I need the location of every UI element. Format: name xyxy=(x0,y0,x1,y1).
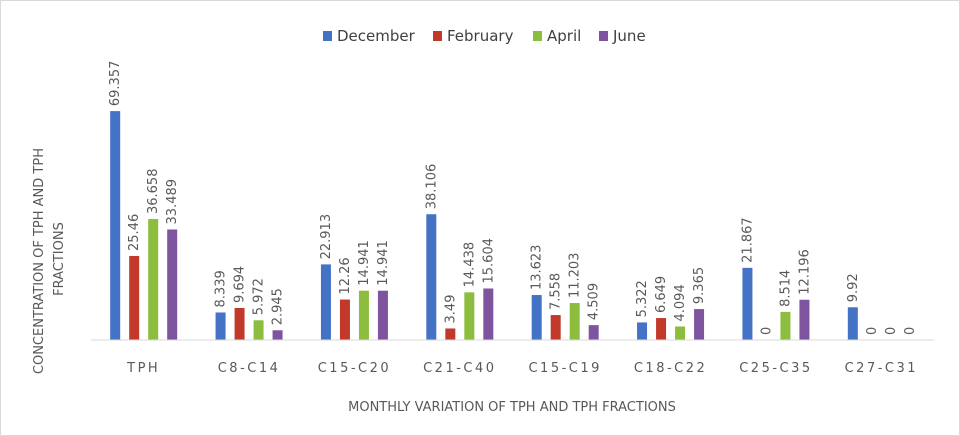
bar-c15-c19-june xyxy=(588,325,599,340)
data-label-c15-c19-april: 11.203 xyxy=(568,253,583,299)
y-axis-title-line-1: CONCENTRATION OF TPH AND TPH xyxy=(32,148,47,374)
data-label-c21-c40-june: 15.604 xyxy=(481,238,496,284)
data-label-c15-c20-february: 12.26 xyxy=(338,257,353,294)
bars xyxy=(110,111,858,340)
bar-c15-c19-december xyxy=(531,295,542,340)
bar-c8-c14-february xyxy=(234,308,245,340)
data-labels: 69.357 25.46 36.658 33.489 8.339 9.694 5.972 2.… xyxy=(108,61,918,335)
bar-c27-c31-december xyxy=(847,307,858,340)
legend-label-june: June xyxy=(612,27,646,45)
bar-c15-c19-april xyxy=(569,303,580,340)
x-tick-tph: TPH xyxy=(126,361,160,376)
data-label-c18-c22-june: 9.365 xyxy=(692,267,707,304)
data-label-c15-c19-february: 7.558 xyxy=(549,273,564,310)
bar-c15-c20-february xyxy=(339,299,350,340)
data-label-c18-c22-december: 5.322 xyxy=(635,280,650,317)
x-tick-c8-c14: C8-C14 xyxy=(218,361,281,376)
bar-c15-c20-april xyxy=(358,290,369,340)
data-label-tph-february: 25.46 xyxy=(127,214,142,251)
data-label-c15-c19-december: 13.623 xyxy=(530,245,545,291)
bar-c21-c40-june xyxy=(483,288,494,340)
bar-c8-c14-june xyxy=(272,330,283,340)
legend-item-april: April xyxy=(533,27,581,45)
data-label-c15-c20-december: 22.913 xyxy=(319,214,334,260)
data-label-c27-c31-june: 0 xyxy=(903,327,918,335)
bar-c8-c14-april xyxy=(253,320,264,340)
data-label-tph-june: 33.489 xyxy=(165,179,180,225)
x-tick-c21-c40: C21-C40 xyxy=(423,361,496,376)
data-label-c27-c31-april: 0 xyxy=(884,327,899,335)
x-tick-labels: TPH C8-C14 C15-C20 C21-C40 C15-C19 C18-C22 C25… xyxy=(126,361,918,376)
bar-tph-february xyxy=(129,255,140,340)
x-tick-c27-c31: C27-C31 xyxy=(845,361,918,376)
data-label-c25-c35-june: 12.196 xyxy=(797,249,812,295)
bar-c15-c20-june xyxy=(377,290,388,340)
data-label-c15-c19-june: 4.509 xyxy=(587,283,602,320)
bar-c25-c35-december xyxy=(742,267,753,340)
bar-c18-c22-february xyxy=(656,318,667,340)
data-label-tph-april: 36.658 xyxy=(146,169,161,215)
bar-c25-c35-june xyxy=(799,299,810,340)
bar-c21-c40-april xyxy=(464,292,475,340)
bar-tph-december xyxy=(110,111,121,340)
bar-c18-c22-june xyxy=(694,309,705,340)
bar-c8-c14-december xyxy=(215,312,226,340)
data-label-tph-december: 69.357 xyxy=(108,61,123,107)
legend-swatch-april xyxy=(533,31,542,41)
data-label-c8-c14-december: 8.339 xyxy=(214,270,229,307)
bar-c15-c20-december xyxy=(320,264,331,340)
legend-item-february: February xyxy=(433,27,514,45)
bar-c15-c19-february xyxy=(550,315,561,340)
data-label-c8-c14-february: 9.694 xyxy=(233,266,248,303)
data-label-c8-c14-june: 2.945 xyxy=(271,288,286,325)
data-label-c25-c35-december: 21.867 xyxy=(740,217,755,263)
bar-tph-june xyxy=(167,229,178,340)
bar-c21-c40-december xyxy=(426,214,437,340)
legend-swatch-december xyxy=(323,31,332,41)
data-label-c27-c31-december: 9.92 xyxy=(846,273,861,302)
x-tick-c18-c22: C18-C22 xyxy=(634,361,707,376)
legend: December February April June xyxy=(323,27,646,45)
x-tick-c15-c20: C15-C20 xyxy=(318,361,391,376)
legend-swatch-february xyxy=(433,31,442,41)
data-label-c21-c40-december: 38.106 xyxy=(424,164,439,210)
x-tick-c25-c35: C25-C35 xyxy=(739,361,812,376)
data-label-c8-c14-april: 5.972 xyxy=(252,278,267,315)
bar-c18-c22-april xyxy=(675,326,686,340)
legend-swatch-june xyxy=(599,31,608,41)
y-axis-title-line-2: FRACTIONS xyxy=(52,222,67,296)
data-label-c25-c35-february: 0 xyxy=(759,327,774,335)
legend-label-april: April xyxy=(547,27,581,45)
y-axis-title: CONCENTRATION OF TPH AND TPH FRACTIONS xyxy=(32,144,67,374)
x-axis-title: MONTHLY VARIATION OF TPH AND TPH FRACTIO… xyxy=(348,400,676,415)
x-tick-c15-c19: C15-C19 xyxy=(528,361,601,376)
bar-c21-c40-february xyxy=(445,328,456,340)
data-label-c27-c31-february: 0 xyxy=(865,327,880,335)
bar-c25-c35-april xyxy=(780,311,791,340)
data-label-c21-c40-april: 14.438 xyxy=(462,242,477,288)
bar-c18-c22-december xyxy=(637,322,648,340)
data-label-c18-c22-february: 6.649 xyxy=(654,276,669,313)
legend-label-december: December xyxy=(337,27,416,45)
data-label-c25-c35-april: 8.514 xyxy=(778,270,793,307)
data-label-c21-c40-february: 3.49 xyxy=(443,295,458,324)
legend-item-june: June xyxy=(599,27,646,45)
bar-tph-april xyxy=(148,219,159,340)
data-label-c15-c20-april: 14.941 xyxy=(357,240,372,286)
data-label-c15-c20-june: 14.941 xyxy=(376,240,391,286)
data-label-c18-c22-april: 4.094 xyxy=(673,284,688,321)
legend-label-february: February xyxy=(447,27,514,45)
legend-item-december: December xyxy=(323,27,416,45)
